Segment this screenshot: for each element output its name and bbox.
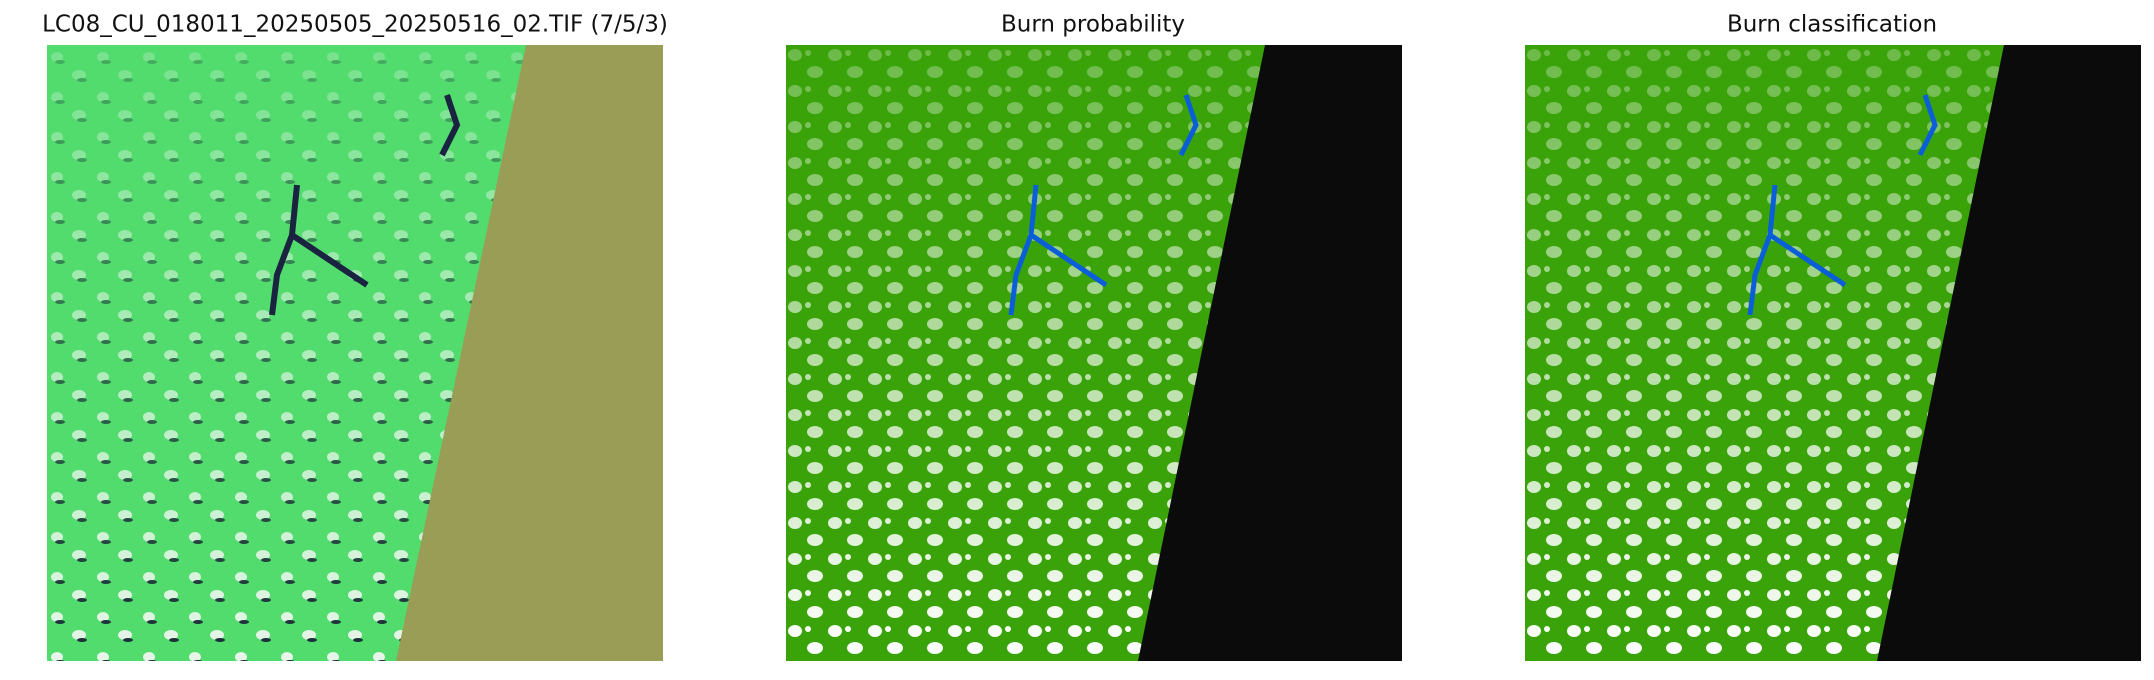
classification-image [1525,45,2141,661]
composite-image [47,45,663,661]
panel-title: Burn classification [1727,12,1937,38]
probability-image [786,45,1402,661]
panel-title: LC08_CU_018011_20250505_20250516_02.TIF … [42,12,668,38]
panel-title: Burn probability [1001,12,1185,38]
